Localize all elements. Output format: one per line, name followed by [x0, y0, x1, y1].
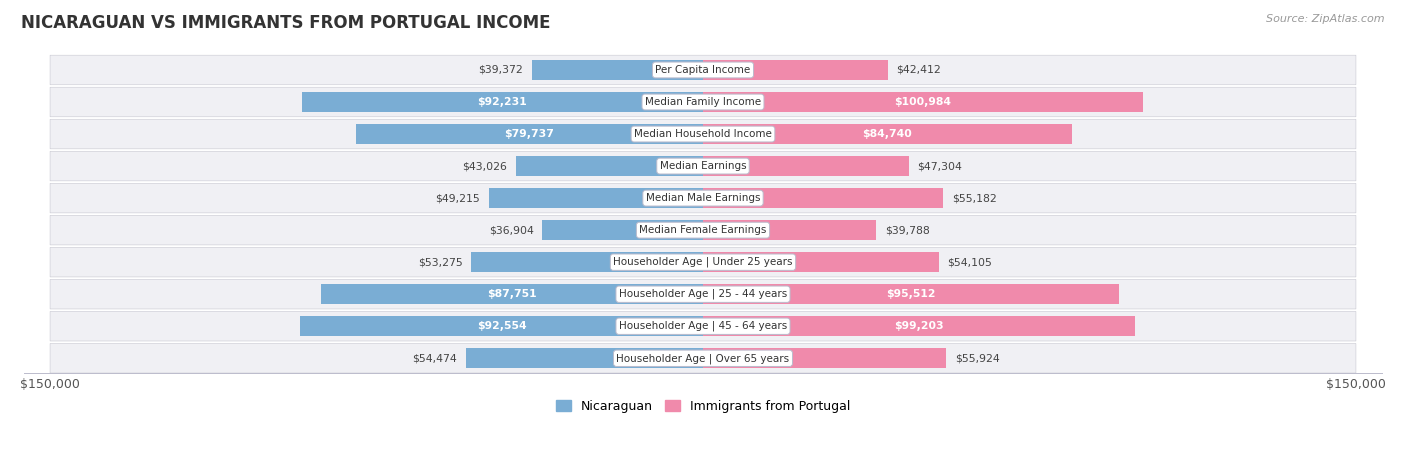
Text: Median Household Income: Median Household Income	[634, 129, 772, 139]
Text: $39,372: $39,372	[478, 65, 523, 75]
Text: $54,105: $54,105	[948, 257, 993, 267]
Text: $99,203: $99,203	[894, 321, 943, 331]
Bar	[543, 220, 703, 240]
Bar	[703, 156, 908, 176]
Text: Per Capita Income: Per Capita Income	[655, 65, 751, 75]
Text: Source: ZipAtlas.com: Source: ZipAtlas.com	[1267, 14, 1385, 24]
Bar	[299, 316, 703, 336]
Text: Median Male Earnings: Median Male Earnings	[645, 193, 761, 203]
Text: NICARAGUAN VS IMMIGRANTS FROM PORTUGAL INCOME: NICARAGUAN VS IMMIGRANTS FROM PORTUGAL I…	[21, 14, 551, 32]
Text: Median Family Income: Median Family Income	[645, 97, 761, 107]
Legend: Nicaraguan, Immigrants from Portugal: Nicaraguan, Immigrants from Portugal	[551, 395, 855, 417]
Text: Householder Age | 45 - 64 years: Householder Age | 45 - 64 years	[619, 321, 787, 332]
Text: $92,231: $92,231	[478, 97, 527, 107]
Bar	[703, 348, 946, 368]
FancyBboxPatch shape	[51, 55, 1355, 85]
Text: $42,412: $42,412	[896, 65, 941, 75]
Bar	[356, 124, 703, 144]
Text: Median Earnings: Median Earnings	[659, 161, 747, 171]
Bar	[516, 156, 703, 176]
Bar	[703, 60, 887, 80]
Text: $43,026: $43,026	[463, 161, 508, 171]
FancyBboxPatch shape	[51, 184, 1355, 213]
Bar	[531, 60, 703, 80]
FancyBboxPatch shape	[51, 87, 1355, 117]
Text: $87,751: $87,751	[488, 289, 537, 299]
Text: Householder Age | Over 65 years: Householder Age | Over 65 years	[616, 353, 790, 363]
Text: $55,924: $55,924	[955, 353, 1000, 363]
Bar	[703, 124, 1071, 144]
Bar	[703, 316, 1135, 336]
Bar	[321, 284, 703, 304]
Bar	[703, 188, 943, 208]
Text: $53,275: $53,275	[418, 257, 463, 267]
FancyBboxPatch shape	[51, 215, 1355, 245]
FancyBboxPatch shape	[51, 279, 1355, 309]
Text: $55,182: $55,182	[952, 193, 997, 203]
Text: Householder Age | Under 25 years: Householder Age | Under 25 years	[613, 257, 793, 268]
FancyBboxPatch shape	[51, 151, 1355, 181]
Text: $54,474: $54,474	[412, 353, 457, 363]
Bar	[465, 348, 703, 368]
Bar	[703, 252, 938, 272]
Text: $39,788: $39,788	[884, 225, 929, 235]
FancyBboxPatch shape	[51, 248, 1355, 277]
Bar	[703, 92, 1143, 112]
Bar	[301, 92, 703, 112]
Text: $84,740: $84,740	[862, 129, 912, 139]
Text: $79,737: $79,737	[505, 129, 554, 139]
Text: $36,904: $36,904	[489, 225, 534, 235]
FancyBboxPatch shape	[51, 344, 1355, 373]
FancyBboxPatch shape	[51, 119, 1355, 149]
Text: $92,554: $92,554	[477, 321, 526, 331]
Bar	[489, 188, 703, 208]
Text: Householder Age | 25 - 44 years: Householder Age | 25 - 44 years	[619, 289, 787, 299]
Text: Median Female Earnings: Median Female Earnings	[640, 225, 766, 235]
Bar	[471, 252, 703, 272]
Text: $49,215: $49,215	[436, 193, 479, 203]
Bar	[703, 284, 1119, 304]
FancyBboxPatch shape	[51, 311, 1355, 341]
Text: $100,984: $100,984	[894, 97, 952, 107]
Text: $95,512: $95,512	[886, 289, 935, 299]
Bar	[703, 220, 876, 240]
Text: $47,304: $47,304	[918, 161, 963, 171]
